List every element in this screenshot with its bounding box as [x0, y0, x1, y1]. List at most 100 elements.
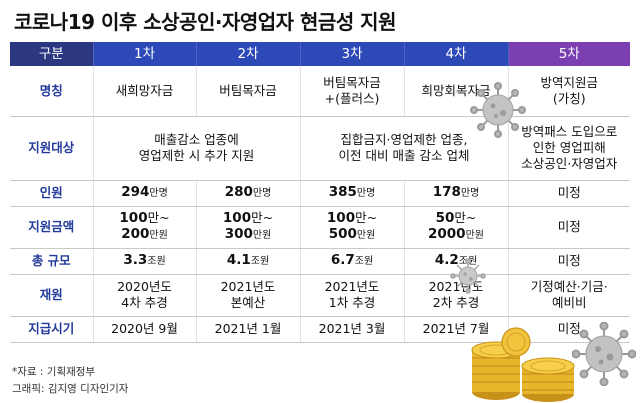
row-label-target: 지원대상 — [10, 116, 93, 181]
amount-4-min: 50 — [435, 210, 455, 226]
cell-target-1-2: 매출감소 업종에 영업제한 시 추가 지원 — [92, 116, 300, 181]
amount-unit-from: 만~ — [454, 210, 477, 225]
amount-unit-won: 만원 — [465, 230, 484, 241]
amount-unit-won: 만원 — [356, 230, 376, 241]
people-3-value: 385 — [328, 184, 357, 200]
cell-name-5-line1: 방역지원금 — [540, 74, 598, 90]
header-round-3: 3차 — [299, 42, 404, 66]
scale-unit: 조원 — [250, 256, 270, 267]
cell-target-3-4-line1: 집합금지·영업제한 업종, — [340, 132, 468, 147]
row-target: 지원대상 매출감소 업종에 영업제한 시 추가 지원 집합금지·영업제한 업종,… — [10, 116, 630, 181]
people-unit: 만명 — [460, 188, 480, 199]
amount-2-max: 300 — [224, 226, 253, 242]
row-label-timing: 지급시기 — [10, 316, 93, 343]
cell-people-4: 178만명 — [403, 180, 508, 207]
cell-target-5-line3: 소상공인·자영업자 — [521, 156, 618, 171]
cell-scale-4: 4.2조원 — [403, 248, 508, 275]
row-label-name: 명칭 — [10, 66, 93, 117]
coin-stack-icon — [471, 327, 575, 402]
row-timing: 지급시기 2020년 9월 2021년 1월 2021년 3월 2021년 7월… — [10, 316, 630, 343]
source-5-line1: 기정예산·기금· — [530, 279, 608, 294]
amount-2-line1: 100만~ — [197, 210, 300, 226]
amount-unit-from: 만~ — [147, 210, 170, 225]
cell-scale-5: 미정 — [507, 248, 630, 275]
source-1-line2: 4차 추경 — [121, 295, 168, 310]
cell-name-5-line2: (가칭) — [552, 90, 586, 106]
row-source: 재원 2020년도 4차 추경 2021년도 본예산 2021년도 1차 추경 … — [10, 274, 630, 317]
header-round-5: 5차 — [507, 42, 630, 66]
virus-icon — [450, 258, 486, 294]
source-4-line2: 2차 추경 — [432, 295, 480, 310]
page-title: 코로나19 이후 소상공인·자영업자 현금성 지원 — [14, 10, 396, 34]
amount-unit-won: 만원 — [252, 230, 272, 241]
people-unit: 만명 — [149, 188, 168, 199]
cell-people-5: 미정 — [507, 180, 630, 207]
virus-icon — [470, 82, 526, 138]
people-unit: 만명 — [356, 188, 376, 199]
amount-1-min: 100 — [119, 210, 148, 226]
header-round-2: 2차 — [195, 42, 300, 66]
cell-source-3: 2021년도 1차 추경 — [299, 274, 404, 317]
amount-unit-from: 만~ — [355, 210, 378, 225]
amount-unit-won: 만원 — [149, 230, 168, 241]
row-label-people: 인원 — [10, 180, 93, 207]
amount-2-line2: 300만원 — [197, 226, 300, 244]
source-2-line1: 2021년도 — [220, 279, 276, 294]
cell-scale-3: 6.7조원 — [299, 248, 404, 275]
row-label-scale: 총 규모 — [10, 248, 93, 275]
cell-target-3-4-line2: 이전 대비 매출 감소 업체 — [338, 148, 470, 163]
amount-2-min: 100 — [222, 210, 252, 226]
cell-amount-1: 100만~ 200만원 — [92, 206, 196, 249]
cell-target-5-line1: 방역패스 도입으로 — [521, 124, 618, 139]
cell-timing-2: 2021년 1월 — [195, 316, 300, 343]
header-label: 구분 — [10, 42, 93, 66]
people-4-value: 178 — [432, 184, 461, 200]
amount-1-max: 200 — [121, 226, 150, 242]
cell-people-2: 280만명 — [195, 180, 300, 207]
cell-timing-3: 2021년 3월 — [299, 316, 404, 343]
cell-amount-3: 100만~ 500만원 — [299, 206, 404, 249]
row-scale: 총 규모 3.3조원 4.1조원 6.7조원 4.2조원 미정 — [10, 248, 630, 275]
cell-timing-4: 2021년 7월 — [403, 316, 508, 343]
scale-unit: 조원 — [147, 256, 166, 267]
cell-scale-1: 3.3조원 — [92, 248, 196, 275]
cell-people-1: 294만명 — [92, 180, 196, 207]
row-amount: 지원금액 100만~ 200만원 100만~ 300만원 100만~ 500만원… — [10, 206, 630, 249]
cell-source-1: 2020년도 4차 추경 — [92, 274, 196, 317]
cell-amount-4: 50만~ 2000만원 — [403, 206, 508, 249]
amount-3-max: 500 — [328, 226, 357, 242]
source-1-line1: 2020년도 — [117, 279, 172, 294]
cell-source-2: 2021년도 본예산 — [195, 274, 300, 317]
cell-name-5: 방역지원금 (가칭) — [507, 66, 630, 117]
source-note: *자료 : 기획재정부 — [12, 366, 96, 378]
row-people: 인원 294만명 280만명 385만명 178만명 미정 — [10, 180, 630, 207]
header-row: 구분 1차 2차 3차 4차 5차 — [10, 42, 630, 66]
amount-3-line2: 500만원 — [301, 226, 404, 244]
source-2-line2: 본예산 — [230, 295, 266, 310]
cell-target-5: 방역패스 도입으로 인한 영업피해 소상공인·자영업자 — [507, 116, 630, 181]
cell-name-1: 새희망자금 — [92, 66, 196, 117]
amount-3-min: 100 — [326, 210, 356, 226]
cell-scale-2: 4.1조원 — [195, 248, 300, 275]
cell-name-3-line1: 버팀목자금 — [323, 74, 381, 90]
cell-amount-2: 100만~ 300만원 — [195, 206, 300, 249]
virus-icon — [572, 322, 636, 386]
scale-unit: 조원 — [354, 256, 374, 267]
cell-timing-1: 2020년 9월 — [92, 316, 196, 343]
header-round-4: 4차 — [403, 42, 508, 66]
row-name: 명칭 새희망자금 버팀목자금 버팀목자금 +(플러스) 희망회복자금 방역지원금… — [10, 66, 630, 117]
support-table: 구분 1차 2차 3차 4차 5차 명칭 새희망자금 버팀목자금 버팀목자금 +… — [10, 42, 630, 343]
amount-3-line1: 100만~ — [301, 210, 404, 226]
cell-target-1-2-line1: 매출감소 업종에 — [154, 132, 239, 147]
cell-target-1-2-line2: 영업제한 시 추가 지원 — [138, 148, 255, 163]
amount-4-max: 2000 — [428, 226, 466, 242]
cell-amount-5: 미정 — [507, 206, 630, 249]
scale-4-value: 4.2 — [434, 252, 459, 268]
amount-1-line2: 200만원 — [94, 226, 196, 244]
amount-1-line1: 100만~ — [94, 210, 196, 226]
amount-4-line2: 2000만원 — [405, 226, 508, 244]
row-label-source: 재원 — [10, 274, 93, 317]
cell-people-3: 385만명 — [299, 180, 404, 207]
scale-3-value: 6.7 — [330, 252, 355, 268]
cell-name-2: 버팀목자금 — [195, 66, 300, 117]
